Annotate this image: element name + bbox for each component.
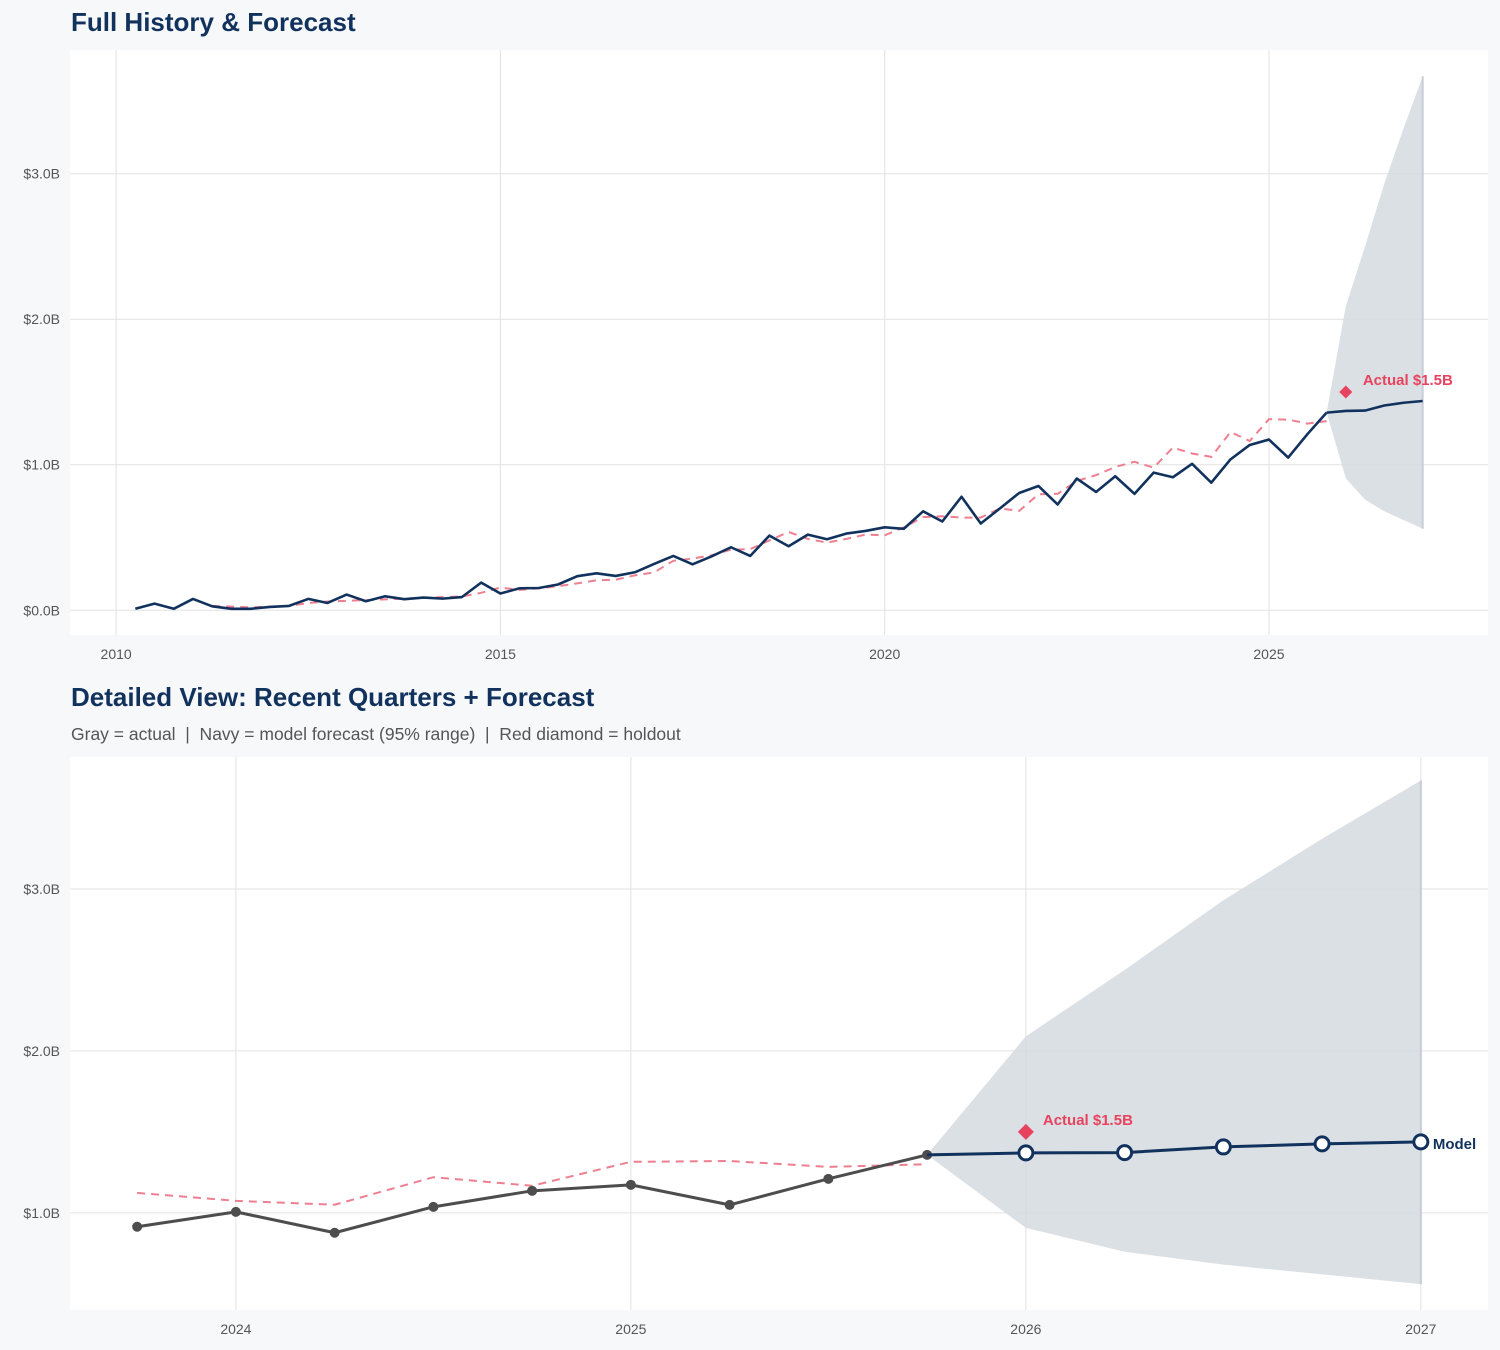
panel2-title: Detailed View: Recent Quarters + Forecas… [71, 682, 595, 712]
forecast-point [1017, 1144, 1035, 1162]
x-tick-label: 2026 [1010, 1321, 1041, 1337]
forecast-point [1116, 1144, 1134, 1162]
panel1-title: Full History & Forecast [71, 7, 356, 37]
y-tick-label: $0.0B [23, 602, 60, 618]
plot-marks [134, 76, 1424, 611]
x-tick-label: 2024 [220, 1321, 251, 1337]
actual-point [724, 1199, 735, 1210]
actual-point [527, 1185, 538, 1196]
forecast-point [1214, 1138, 1232, 1156]
y-tick-label: $2.0B [23, 1043, 60, 1059]
panel2-subtitle: Gray = actual | Navy = model forecast (9… [71, 724, 681, 744]
forecast-95-band [927, 780, 1421, 1285]
y-tick-label: $2.0B [23, 311, 60, 327]
actual-point [230, 1206, 241, 1217]
holdout-label: Actual $1.5B [1043, 1112, 1133, 1129]
x-tick-label: 2010 [101, 646, 132, 662]
fitted-dashed-line [137, 1160, 928, 1206]
y-tick-label: $1.0B [23, 1205, 60, 1221]
holdout-label: Actual $1.5B [1363, 372, 1453, 389]
x-tick-label: 2025 [615, 1321, 646, 1337]
actual-point [132, 1221, 143, 1232]
holdout-diamond [1017, 1123, 1034, 1140]
x-tick-label: 2025 [1253, 646, 1284, 662]
x-tick-label: 2027 [1405, 1321, 1436, 1337]
y-tick-label: $3.0B [23, 166, 60, 182]
model-label: Model [1433, 1136, 1476, 1153]
forecast-line [927, 1140, 1421, 1157]
actual-point [329, 1227, 340, 1238]
plot-marks [132, 780, 1430, 1285]
forecast-point [1313, 1135, 1331, 1153]
plot-background [70, 50, 1488, 635]
holdout-diamond [1339, 385, 1353, 399]
y-tick-label: $1.0B [23, 457, 60, 473]
actual-point [625, 1179, 636, 1190]
panel2-plot: 2024 2025 2026 2027 $1.0B $2.0B $3.0B Actual $1… [23, 757, 1488, 1337]
forecast-line [1326, 399, 1423, 414]
forecast-point [1412, 1133, 1430, 1151]
actual-point [823, 1173, 834, 1184]
forecast-95-band [1326, 76, 1423, 529]
y-tick-label: $3.0B [23, 881, 60, 897]
x-tick-label: 2020 [869, 646, 900, 662]
x-tick-label: 2015 [485, 646, 516, 662]
actual-line [134, 411, 1328, 611]
actual-point [428, 1201, 439, 1212]
panel1-plot: 2010 2015 2020 2025 $0.0B $1.0B $2.0B $3.0B Actu… [23, 50, 1488, 662]
